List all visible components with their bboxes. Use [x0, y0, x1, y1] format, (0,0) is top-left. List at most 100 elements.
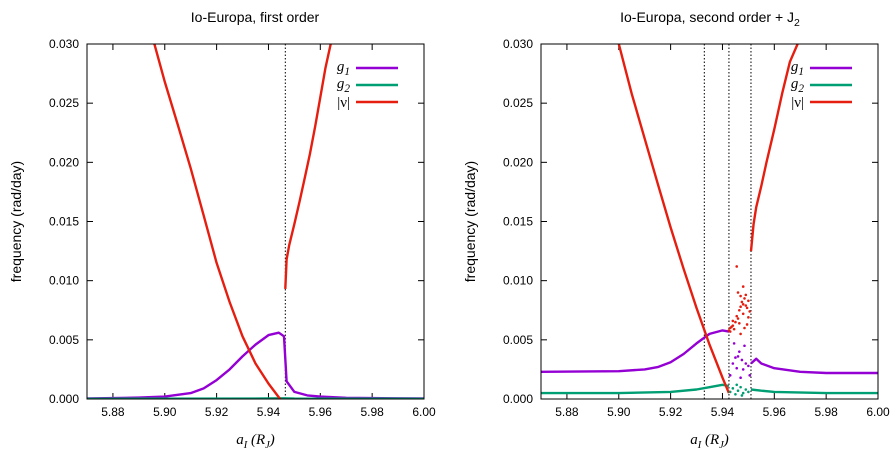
legend-label: |ν|: [791, 95, 804, 111]
x-tick-label: 5.90: [607, 405, 631, 419]
x-tick-label: 5.92: [205, 405, 229, 419]
chart-panel-1: Io-Europa, first order frequency (rad/day…: [8, 9, 436, 451]
scatter-point: [731, 387, 735, 390]
scatter-point: [734, 392, 737, 396]
x-tick-label: 5.94: [711, 405, 735, 419]
scatter-point: [744, 304, 748, 307]
scatter-point: [747, 364, 750, 368]
scatter-point: [744, 293, 748, 297]
x-tick-label: 5.94: [257, 405, 281, 419]
scatter-point: [739, 332, 742, 336]
chart-panel-2: Io-Europa, second order + J2 frequency (r…: [462, 9, 890, 451]
scatter-point: [736, 291, 740, 294]
y-tick-label: 0.010: [503, 274, 533, 288]
x-tick-label: 6.00: [412, 405, 436, 419]
y-tick-label: 0.025: [49, 96, 79, 110]
scatter-point: [743, 344, 746, 348]
x-tick-label: 5.96: [763, 405, 787, 419]
x-axis-label: aI (RJ): [236, 432, 275, 451]
y-tick-label: 0.015: [49, 215, 79, 229]
x-tick-label: 5.98: [814, 405, 838, 419]
x-tick-label: 5.90: [153, 405, 177, 419]
scatter-point: [748, 374, 751, 377]
x-tick-label: 6.00: [866, 405, 890, 419]
plot-area: [87, 44, 424, 399]
y-tick-label: 0.000: [503, 392, 533, 406]
scatter-point: [743, 326, 746, 330]
scatter-point: [740, 300, 744, 304]
scatter-point: [739, 376, 742, 380]
scatter-point: [739, 385, 742, 389]
y-axis-label: frequency (rad/day): [462, 161, 478, 282]
series-line-g1: [541, 329, 730, 373]
series-line-|ν|: [749, 44, 799, 252]
scatter-point: [744, 362, 748, 365]
y-tick-label: 0.030: [503, 37, 533, 51]
legend-label: g1: [791, 59, 804, 78]
x-axis-label: aI (RJ): [690, 432, 729, 451]
y-tick-label: 0.000: [49, 392, 79, 406]
legend-label: |ν|: [337, 95, 350, 111]
plot-frame: [86, 43, 425, 400]
scatter-point: [734, 356, 737, 359]
scatter-point: [732, 327, 736, 331]
scatter-point: [747, 316, 750, 319]
y-axis-label: frequency (rad/day): [8, 161, 24, 282]
y-tick-label: 0.025: [503, 96, 533, 110]
scatter-point: [741, 312, 745, 316]
scatter-point: [740, 394, 744, 397]
scatter-point: [738, 308, 741, 312]
scatter-point: [735, 383, 739, 387]
scatter-point: [745, 306, 749, 310]
series-line-|ν|: [153, 44, 282, 399]
scatter-point: [732, 342, 736, 345]
x-tick-label: 5.88: [555, 405, 579, 419]
scatter-point: [741, 368, 745, 371]
x-tick-label: 5.88: [101, 405, 125, 419]
scatter-point: [728, 374, 732, 377]
scatter-point: [748, 310, 751, 313]
scatter-point: [741, 303, 745, 306]
scatter-point: [735, 366, 739, 370]
y-tick-label: 0.020: [503, 155, 533, 169]
legend-label: g1: [337, 59, 350, 78]
y-tick-label: 0.030: [49, 37, 79, 51]
scatter-point: [738, 321, 741, 325]
scatter-point: [738, 350, 741, 353]
y-tick-label: 0.015: [503, 215, 533, 229]
scatter-point: [741, 285, 745, 288]
series-line-|ν|: [284, 44, 332, 289]
scatter-point: [728, 330, 732, 333]
scatter-point: [736, 355, 740, 358]
series-line-|ν|: [617, 44, 731, 394]
y-tick-label: 0.020: [49, 155, 79, 169]
scatter-point: [728, 390, 732, 394]
scatter-point: [745, 323, 749, 326]
legend-label: g2: [791, 76, 805, 95]
y-tick-label: 0.005: [49, 333, 79, 347]
y-tick-label: 0.010: [49, 274, 79, 288]
scatter-point: [741, 391, 745, 395]
scatter-point: [747, 299, 750, 303]
series-line-g2: [541, 383, 730, 395]
x-tick-label: 5.92: [659, 405, 683, 419]
series-line-g1: [750, 357, 878, 375]
scatter-point: [744, 388, 748, 391]
chart-title: Io-Europa, second order + J2: [620, 9, 800, 29]
scatter-point: [736, 317, 740, 320]
scatter-point: [743, 297, 746, 300]
scatter-point: [734, 320, 737, 324]
scatter-point: [735, 265, 739, 268]
scatter-point: [731, 362, 735, 365]
plot-area: [541, 44, 878, 399]
scatter-point: [735, 314, 739, 318]
plot-frame: [540, 43, 879, 400]
scatter-point: [739, 305, 742, 309]
x-tick-label: 5.96: [309, 405, 333, 419]
series-line-g2: [750, 388, 878, 395]
series-line-g1: [87, 331, 424, 399]
scatter-point: [739, 294, 742, 298]
